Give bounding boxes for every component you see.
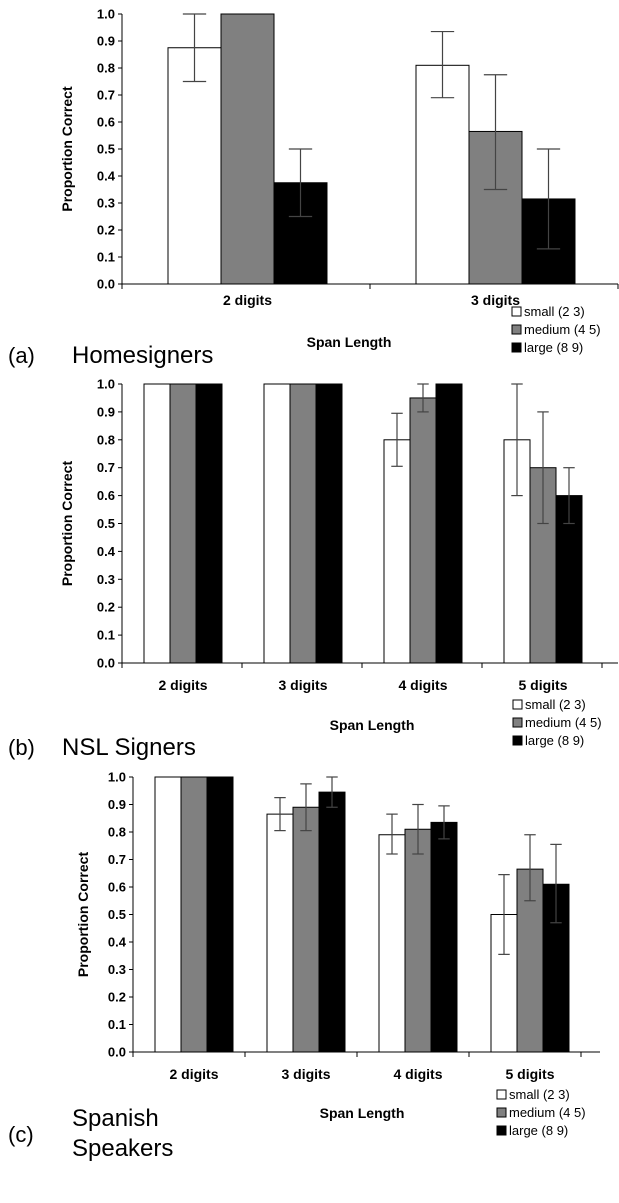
panel-3-bar [516,868,544,1053]
panel-2-bar [195,383,223,664]
panel-2-y-tick-label: 1.0 [97,377,115,392]
panel-3-bar [154,776,182,1053]
panel-3-category-label: 4 digits [393,1066,442,1082]
panel-3-category-label: 3 digits [281,1066,330,1082]
panel-3-y-tick-label: 0.9 [108,797,126,812]
panel-2-bar [169,383,197,664]
panel-3-y-tick-label: 0.5 [108,907,126,922]
panel-2-bar [409,397,437,664]
panel-3-y-tick-label: 0.8 [108,825,126,840]
panel-3-category-label: 2 digits [169,1066,218,1082]
panel-2-legend-swatch [512,717,523,728]
panel-1-legend-label: small (2 3) [524,304,585,319]
panel-3-y-tick-label: 0.6 [108,880,126,895]
panel-2-bar [143,383,171,664]
panel-3-y-tick-label: 0.0 [108,1045,126,1060]
panel-3-y-tick-label: 0.4 [108,935,127,950]
panel-3-panel-title: Speakers [72,1135,173,1162]
panel-1-y-tick-label: 0.6 [97,115,115,130]
panel-2-bar [435,383,463,664]
panel-1-x-axis-title: Span Length [307,334,392,350]
panel-3-panel-letter: (c) [8,1122,34,1147]
panel-2-x-axis-title: Span Length [330,717,415,733]
panel-1-y-tick-label: 0.7 [97,88,115,103]
panel-1-legend-swatch [511,342,522,353]
panel-3-bar [378,834,406,1053]
panel-2-bar [383,439,411,664]
panel-1-y-tick-label: 0.9 [97,34,115,49]
panel-2-y-tick-label: 0.2 [97,600,115,615]
panel-2-bar [315,383,343,664]
panel-3-y-tick-label: 0.3 [108,962,126,977]
panel-2-panel-letter: (b) [8,735,35,760]
panel-2-y-tick-label: 0.7 [97,460,115,475]
panel-2-y-tick-label: 0.4 [97,544,116,559]
panel-1-y-tick-label: 0.4 [97,169,116,184]
panel-2-y-tick-label: 0.6 [97,488,115,503]
panel-2-legend-label: large (8 9) [525,733,584,748]
panel-2-bar [289,383,317,664]
panel-1-y-tick-label: 0.5 [97,142,115,157]
panel-3-bar [430,821,458,1053]
panel-1-category-label: 3 digits [471,292,520,308]
panel-2-category-label: 3 digits [278,677,327,693]
panel-2-category-label: 2 digits [158,677,207,693]
panel-3-legend-label: small (2 3) [509,1087,570,1102]
panel-1-category-label: 2 digits [223,292,272,308]
panel-2-legend-swatch [512,699,523,710]
panel-3-bar [292,806,320,1053]
panel-1-y-tick-label: 0.3 [97,196,115,211]
panel-1-bar [415,64,470,285]
panel-3-legend-swatch [496,1107,507,1118]
panel-3-legend-swatch [496,1089,507,1100]
panel-1-bar [167,47,222,285]
panel-3-bar [318,791,346,1053]
panel-1-bar [220,13,275,285]
panel-3-category-label: 5 digits [505,1066,554,1082]
panel-3-y-tick-label: 0.2 [108,990,126,1005]
panel-1-legend-label: large (8 9) [524,340,583,355]
panel-2-y-axis-title: Proportion Correct [59,461,75,587]
panel-2-y-tick-label: 0.5 [97,516,115,531]
panel-3-legend-label: large (8 9) [509,1123,568,1138]
panel-1-panel-title: Homesigners [72,342,213,369]
panel-1-y-axis-title: Proportion Correct [59,86,75,212]
panel-2-legend-label: small (2 3) [525,697,586,712]
panel-1-y-tick-label: 1.0 [97,7,115,22]
panel-3-x-axis-title: Span Length [320,1105,405,1121]
panel-2-category-label: 5 digits [518,677,567,693]
panel-3-legend-label: medium (4 5) [509,1105,586,1120]
panel-3-bar [180,776,208,1053]
panel-3-panel-title: Spanish [72,1105,159,1132]
panel-3-bar [404,828,432,1053]
panel-3-bar [266,813,294,1053]
panel-3-legend-swatch [496,1125,507,1136]
panel-2-legend-label: medium (4 5) [525,715,602,730]
panel-3-bar [206,776,234,1053]
panel-3-y-tick-label: 1.0 [108,770,126,785]
panel-2-bar [263,383,291,664]
panel-2-panel-title: NSL Signers [62,734,196,761]
panel-1-y-tick-label: 0.1 [97,250,115,265]
panel-1-y-tick-label: 0.8 [97,61,115,76]
panel-3-y-axis-title: Proportion Correct [75,852,91,978]
panel-2-y-tick-label: 0.0 [97,656,115,671]
panel-2-y-tick-label: 0.8 [97,432,115,447]
panel-1-legend-swatch [511,306,522,317]
panel-1-legend-label: medium (4 5) [524,322,601,337]
panel-1-y-tick-label: 0.0 [97,277,115,292]
panel-3-y-tick-label: 0.1 [108,1017,126,1032]
panel-1-panel-letter: (a) [8,343,35,368]
panel-1-legend-swatch [511,324,522,335]
panel-2-y-tick-label: 0.9 [97,404,115,419]
panel-2-legend-swatch [512,735,523,746]
panel-1-y-tick-label: 0.2 [97,223,115,238]
panel-2-y-tick-label: 0.3 [97,572,115,587]
panel-2-category-label: 4 digits [398,677,447,693]
panel-2-y-tick-label: 0.1 [97,628,115,643]
panel-3-y-tick-label: 0.7 [108,852,126,867]
